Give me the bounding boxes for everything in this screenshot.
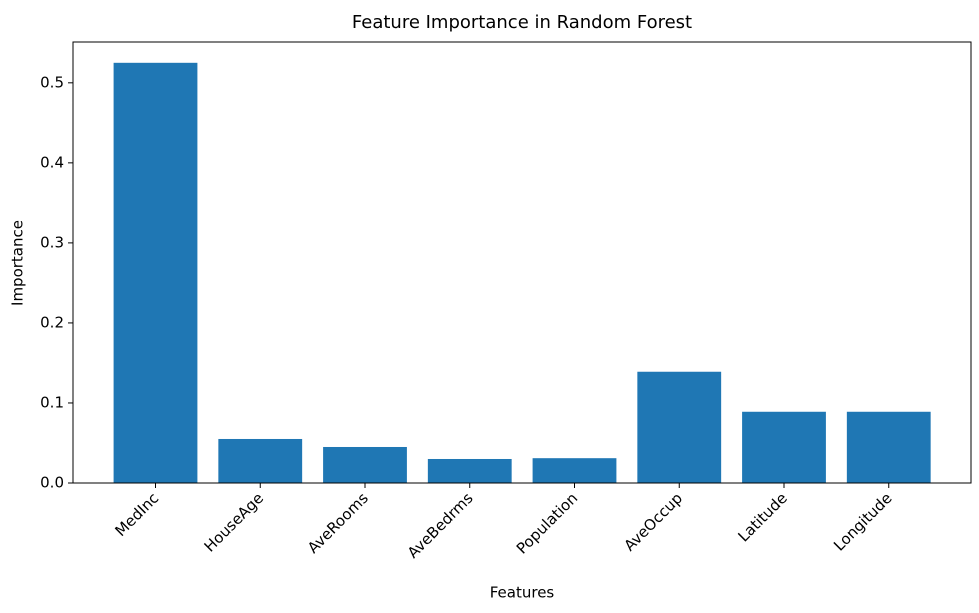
bar bbox=[742, 411, 826, 483]
plot-frame bbox=[72, 41, 972, 484]
x-tick-label: MedInc bbox=[112, 489, 163, 540]
x-tick-label: HouseAge bbox=[201, 489, 267, 555]
bar bbox=[532, 458, 617, 483]
x-tick-label: Longitude bbox=[830, 489, 895, 554]
y-tick-label: 0.4 bbox=[40, 153, 64, 171]
chart-title: Feature Importance in Random Forest bbox=[352, 12, 692, 33]
x-axis-label: Features bbox=[490, 584, 555, 602]
bar bbox=[637, 371, 722, 483]
x-tick-label: AveBedrms bbox=[404, 489, 477, 562]
x-tick-label: AveOccup bbox=[620, 489, 686, 555]
bar bbox=[427, 458, 512, 483]
y-tick-label: 0.3 bbox=[40, 233, 64, 251]
y-tick-label: 0.5 bbox=[40, 73, 64, 91]
x-tick-label: Latitude bbox=[734, 489, 790, 545]
y-tick-label: 0.0 bbox=[40, 474, 64, 492]
bar bbox=[323, 446, 407, 483]
x-tick-label: AveRooms bbox=[304, 489, 372, 557]
y-axis-label: Importance bbox=[9, 220, 27, 306]
y-tick-label: 0.2 bbox=[40, 313, 64, 331]
y-tick-label: 0.1 bbox=[40, 393, 64, 411]
bar bbox=[218, 438, 303, 483]
bar bbox=[846, 411, 931, 483]
bar bbox=[113, 62, 198, 483]
x-tick-label: Population bbox=[513, 489, 581, 557]
